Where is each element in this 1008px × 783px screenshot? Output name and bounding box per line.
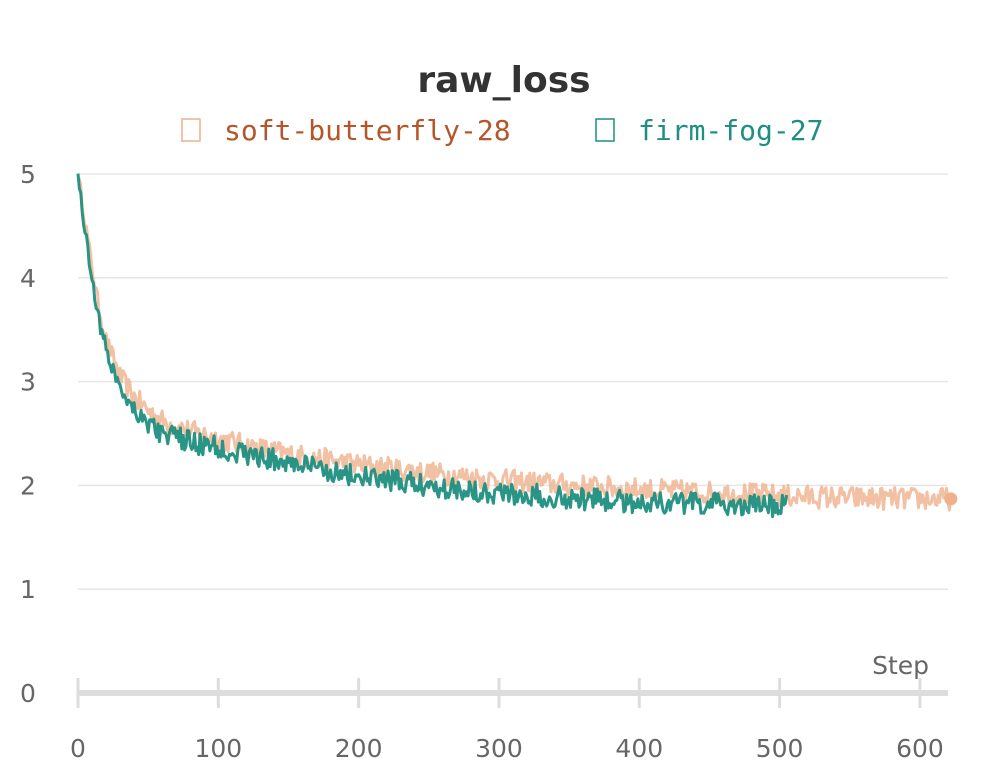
series-line-soft-butterfly-28: [77, 177, 953, 512]
series-soft-butterfly-28[interactable]: [77, 177, 958, 512]
x-axis: 0 100 200 300 400 500 600: [70, 678, 948, 763]
y-tick-label: 3: [20, 368, 36, 397]
x-tick-label: 500: [756, 734, 804, 763]
legend-swatch-firm-fog-27: [595, 118, 615, 142]
series-line-firm-fog-27: [76, 173, 789, 519]
x-tick-label: 200: [335, 734, 383, 763]
y-tick-label: 1: [20, 575, 36, 604]
chart-title: raw_loss: [417, 60, 590, 101]
y-tick-label: 0: [20, 679, 36, 708]
y-tick-label: 4: [20, 264, 36, 293]
series-end-marker-soft-butterfly-28: [944, 492, 958, 506]
grid: [78, 173, 948, 590]
x-tick-label: 0: [70, 734, 86, 763]
legend: soft-butterfly-28 firm-fog-27: [181, 114, 823, 147]
legend-swatch-soft-butterfly-28: [181, 118, 201, 142]
plot-area: [76, 173, 958, 519]
legend-label-firm-fog-27: firm-fog-27: [638, 114, 823, 147]
y-axis-ticks: 0 1 2 3 4 5: [20, 160, 36, 708]
x-tick-label: 600: [896, 734, 944, 763]
x-tick-label: 300: [475, 734, 523, 763]
y-tick-label: 5: [20, 160, 36, 189]
legend-item-firm-fog-27[interactable]: firm-fog-27: [595, 114, 823, 147]
legend-label-soft-butterfly-28: soft-butterfly-28: [224, 114, 511, 147]
x-tick-label: 400: [615, 734, 663, 763]
y-tick-label: 2: [20, 471, 36, 500]
legend-item-soft-butterfly-28[interactable]: soft-butterfly-28: [181, 114, 511, 147]
x-tick-label: 100: [194, 734, 242, 763]
series-firm-fog-27[interactable]: [76, 173, 789, 519]
x-axis-label: Step: [872, 651, 929, 680]
